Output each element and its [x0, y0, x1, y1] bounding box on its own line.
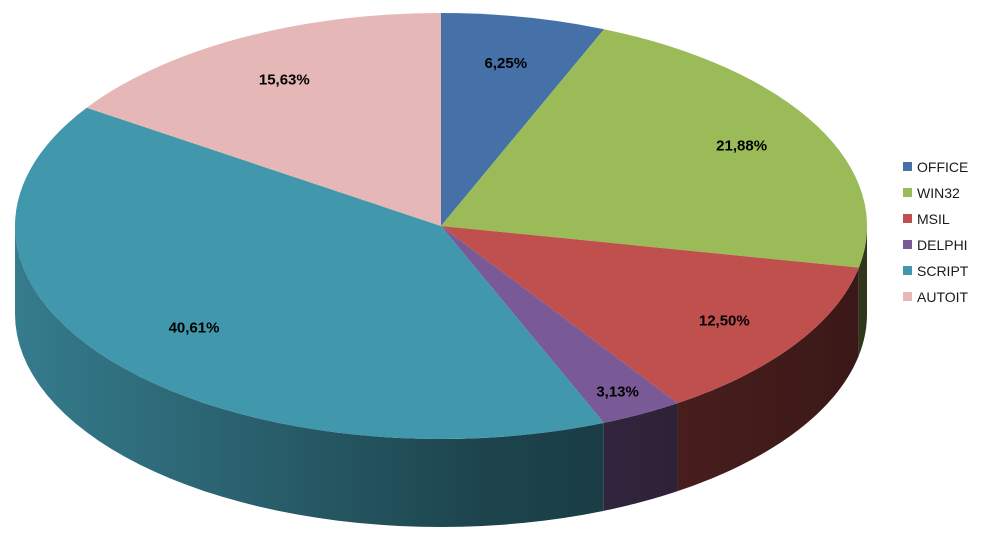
legend: OFFICE WIN32 MSIL DELPHI SCRIPT AUTOIT	[903, 159, 969, 305]
slice-side-msil	[677, 267, 859, 492]
data-label-msil: 12,50%	[699, 313, 750, 330]
slice-labels: 6,25% 21,88% 12,50% 3,13% 40,61% 15,63%	[169, 55, 767, 400]
legend-item-script: SCRIPT	[903, 263, 969, 279]
legend-label: WIN32	[917, 185, 960, 201]
data-label-autoit: 15,63%	[259, 72, 310, 89]
slice-script	[14, 107, 604, 440]
legend-label: AUTOIT	[917, 289, 969, 305]
legend-item-autoit: AUTOIT	[903, 289, 969, 305]
data-label-script: 40,61%	[169, 319, 220, 336]
slice-msil	[441, 226, 859, 404]
legend-item-office: OFFICE	[903, 159, 968, 175]
legend-item-delphi: DELPHI	[903, 237, 968, 253]
pie-slices	[14, 12, 868, 527]
slice-delphi	[441, 226, 678, 423]
slice-win32	[441, 29, 868, 268]
data-label-delphi: 3,13%	[596, 383, 639, 400]
legend-swatch	[903, 214, 912, 223]
slice-side-win32	[858, 226, 867, 356]
legend-swatch	[903, 292, 912, 301]
legend-label: SCRIPT	[917, 263, 969, 279]
slice-autoit	[86, 13, 441, 226]
slice-office	[441, 12, 605, 226]
legend-item-win32: WIN32	[903, 185, 960, 201]
legend-swatch	[903, 162, 912, 171]
legend-item-msil: MSIL	[903, 211, 950, 227]
slice-side-script	[15, 226, 604, 527]
legend-label: MSIL	[917, 211, 950, 227]
slice-side-delphi	[603, 403, 678, 511]
legend-swatch	[903, 266, 912, 275]
legend-label: OFFICE	[917, 159, 968, 175]
data-label-win32: 21,88%	[716, 138, 767, 155]
data-label-office: 6,25%	[485, 55, 528, 72]
legend-swatch	[903, 188, 912, 197]
legend-label: DELPHI	[917, 237, 968, 253]
legend-swatch	[903, 240, 912, 249]
